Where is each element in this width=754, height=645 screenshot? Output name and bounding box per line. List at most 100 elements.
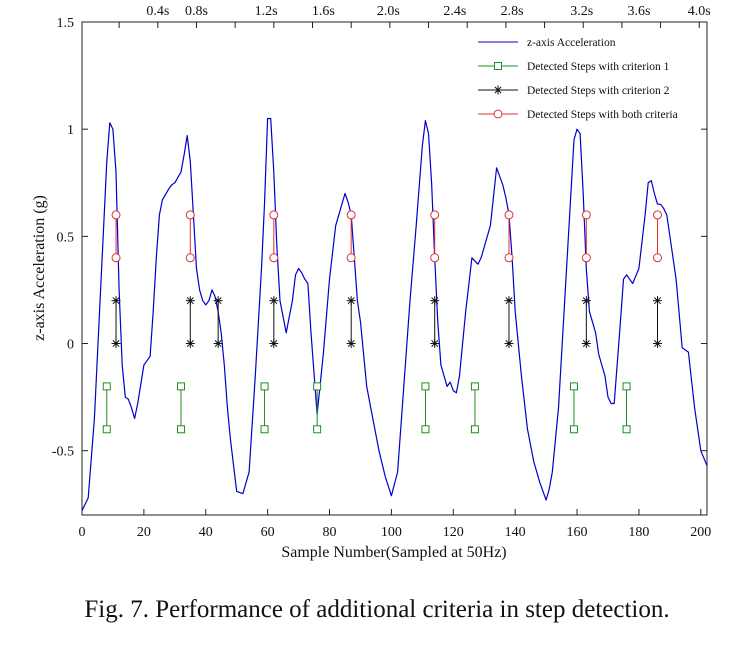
asterisk-marker — [185, 296, 195, 306]
circle-marker — [493, 109, 503, 119]
square-marker — [470, 425, 479, 434]
asterisk-stroke — [270, 340, 278, 348]
asterisk-stroke — [505, 297, 513, 305]
circle-step-marker-pair — [111, 210, 121, 263]
asterisk-marker — [111, 296, 121, 306]
square-marker — [313, 425, 322, 434]
legend-entry: z-axis Acceleration — [478, 37, 616, 49]
step-detection-chart: 0 20 40 60 80 100 120 140 160 180 200 0.4s 0.8s 1.2s… — [31, 4, 711, 561]
asterisk-step-marker-pair — [269, 296, 279, 349]
asterisk-step-marker-pair — [185, 296, 195, 349]
square-marker — [177, 382, 186, 391]
square-marker — [569, 425, 578, 434]
square-marker — [569, 382, 578, 391]
top-tick-label: 0.8s — [185, 4, 208, 19]
asterisk-stroke — [186, 340, 194, 348]
legend-label: Detected Steps with both criteria — [527, 109, 678, 121]
y-axis-ticks: 1.5 1 0.5 0 -0.5 — [52, 16, 707, 460]
circle-marker — [346, 210, 356, 220]
y-tick-label: -0.5 — [52, 445, 74, 460]
asterisk-marker — [581, 296, 591, 306]
circle-step-marker-pair — [581, 210, 591, 263]
asterisk-stroke — [582, 340, 590, 348]
x-tick-label: 80 — [323, 525, 337, 540]
asterisk-stroke — [186, 297, 194, 305]
asterisk-stroke — [214, 297, 222, 305]
x-tick-label: 160 — [567, 525, 588, 540]
asterisk-marker — [493, 85, 503, 95]
asterisk-stroke — [582, 297, 590, 305]
asterisk-marker — [430, 339, 440, 349]
y-axis-label: z-axis Acceleration (g) — [31, 195, 48, 341]
asterisk-stroke — [494, 86, 502, 94]
top-tick-label: 3.6s — [627, 4, 650, 19]
square-marker — [470, 382, 479, 391]
asterisk-stroke — [214, 340, 222, 348]
square-step-marker-pair — [260, 382, 269, 434]
circle-step-marker-pair — [430, 210, 440, 263]
asterisk-stroke — [431, 297, 439, 305]
circle-step-marker-pair — [185, 210, 195, 263]
top-tick-label: 1.2s — [255, 4, 278, 19]
asterisk-stroke — [112, 297, 120, 305]
x-tick-label: 0 — [79, 525, 86, 540]
asterisk-marker — [269, 339, 279, 349]
x-tick-label: 120 — [443, 525, 464, 540]
circle-marker — [504, 210, 514, 220]
legend-entry: Detected Steps with criterion 2 — [478, 85, 670, 97]
square-step-marker-pair — [313, 382, 322, 434]
asterisk-marker — [346, 339, 356, 349]
asterisk-marker — [581, 339, 591, 349]
asterisk-stroke — [347, 297, 355, 305]
legend: z-axis Acceleration Detected Steps with c… — [478, 37, 678, 121]
circle-step-marker-pair — [652, 210, 662, 263]
asterisk-step-marker-pair — [213, 296, 223, 349]
asterisk-marker — [185, 339, 195, 349]
asterisk-marker — [213, 339, 223, 349]
asterisk-step-marker-pair — [504, 296, 514, 349]
circle-marker — [652, 210, 662, 220]
square-marker — [421, 382, 430, 391]
circle-marker — [581, 210, 591, 220]
asterisk-step-marker-pair — [581, 296, 591, 349]
plot-frame — [81, 21, 708, 516]
x-axis-ticks: 0 20 40 60 80 100 120 140 160 180 200 — [79, 509, 711, 540]
asterisk-stroke — [505, 340, 513, 348]
asterisk-stroke — [270, 297, 278, 305]
square-marker — [622, 425, 631, 434]
asterisk-marker — [346, 296, 356, 306]
asterisk-marker — [430, 296, 440, 306]
asterisk-marker — [652, 339, 662, 349]
top-tick-label: 3.2s — [570, 4, 593, 19]
acceleration-line — [81, 117, 708, 511]
square-step-marker-pair — [421, 382, 430, 434]
square-marker — [421, 425, 430, 434]
top-tick-label: 2.8s — [501, 4, 524, 19]
figure-caption: Fig. 7. Performance of additional criter… — [84, 596, 670, 623]
x-tick-label: 100 — [381, 525, 402, 540]
circle-marker — [504, 253, 514, 263]
asterisk-marker — [504, 339, 514, 349]
top-tick-label: 2.0s — [377, 4, 400, 19]
y-tick-label: 1 — [67, 123, 74, 138]
legend-label: z-axis Acceleration — [527, 37, 616, 49]
asterisk-marker — [213, 296, 223, 306]
circle-step-marker-pair — [269, 210, 279, 263]
circle-step-marker-pair — [346, 210, 356, 263]
circle-marker — [269, 253, 279, 263]
asterisk-marker — [269, 296, 279, 306]
asterisk-marker — [111, 339, 121, 349]
square-marker — [260, 382, 269, 391]
asterisk-stroke — [431, 340, 439, 348]
y-tick-label: 0.5 — [57, 230, 75, 245]
x-tick-label: 20 — [137, 525, 151, 540]
x-tick-label: 40 — [199, 525, 213, 540]
circle-step-marker-pair — [504, 210, 514, 263]
asterisk-stroke — [653, 297, 661, 305]
x-tick-label: 60 — [261, 525, 275, 540]
square-marker — [177, 425, 186, 434]
circle-marker — [111, 210, 121, 220]
series-layer — [81, 117, 708, 511]
square-step-marker-pair — [177, 382, 186, 434]
